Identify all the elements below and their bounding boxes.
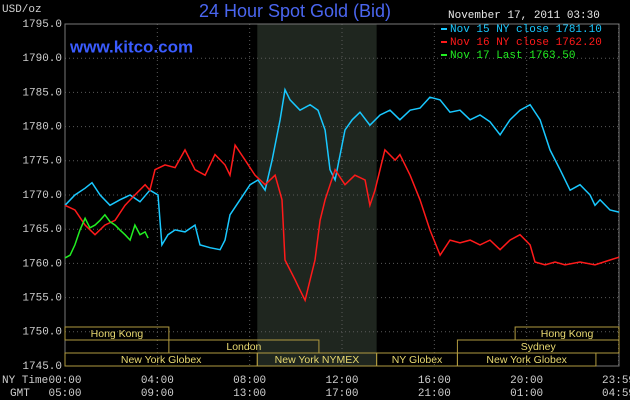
session-label: London [226,341,261,353]
x2-tick-label: 01:00 [510,388,543,400]
price-line [64,213,149,259]
y-tick-label: 1790.0 [22,53,62,65]
session-label: Sydney [521,341,557,353]
x-tick-label: 12:00 [325,375,358,387]
session-label: NY Globex [392,354,443,366]
x2-tick-label: 04:59 [602,388,630,400]
x-tick-label: 00:00 [48,375,81,387]
y-tick-label: 1745.0 [22,361,62,373]
y-tick-label: 1755.0 [22,293,62,305]
y-tick-label: 1780.0 [22,122,62,134]
y-tick-label: 1795.0 [22,19,62,31]
legend-entry: Nov 17 Last 1763.50 [450,50,575,62]
session-label: Hong Kong [91,328,144,340]
y-tick-label: 1770.0 [22,190,62,202]
price-line [64,87,620,251]
x2-tick-label: 17:00 [325,388,358,400]
session-label: New York NYMEX [275,354,360,366]
y-tick-label: 1750.0 [22,327,62,339]
x-tick-label: 23:59 [602,375,630,387]
y-tick-label: 1785.0 [22,87,62,99]
x-axis-label: NY Time [2,375,48,387]
x-tick-label: 04:00 [141,375,174,387]
x2-tick-label: 21:00 [418,388,451,400]
legend-entry: Nov 16 NY close 1762.20 [450,37,602,49]
timestamp: November 17, 2011 03:30 [448,10,600,22]
chart-title: 24 Hour Spot Gold (Bid) [199,1,391,21]
session-bar [64,326,170,341]
session-highlight [257,24,377,366]
legend-entry: Nov 15 NY close 1781.10 [450,24,602,36]
session-label: Hong Kong [541,328,594,340]
y-tick-label: 1760.0 [22,258,62,270]
price-line [64,143,620,303]
x2-tick-label: 05:00 [48,388,81,400]
y-tick-label: 1765.0 [22,224,62,236]
session-label: New York Globex [121,354,202,366]
x2-tick-label: 09:00 [141,388,174,400]
x-tick-label: 16:00 [418,375,451,387]
session-bar [456,352,597,367]
y-axis-label: USD/oz [2,4,42,16]
site-label: www.kitco.com [69,37,193,56]
x2-axis-label: GMT [10,388,30,400]
y-tick-label: 1775.0 [22,156,62,168]
session-label: New York Globex [486,354,567,366]
x-tick-label: 20:00 [510,375,543,387]
x2-tick-label: 13:00 [233,388,266,400]
x-tick-label: 08:00 [233,375,266,387]
